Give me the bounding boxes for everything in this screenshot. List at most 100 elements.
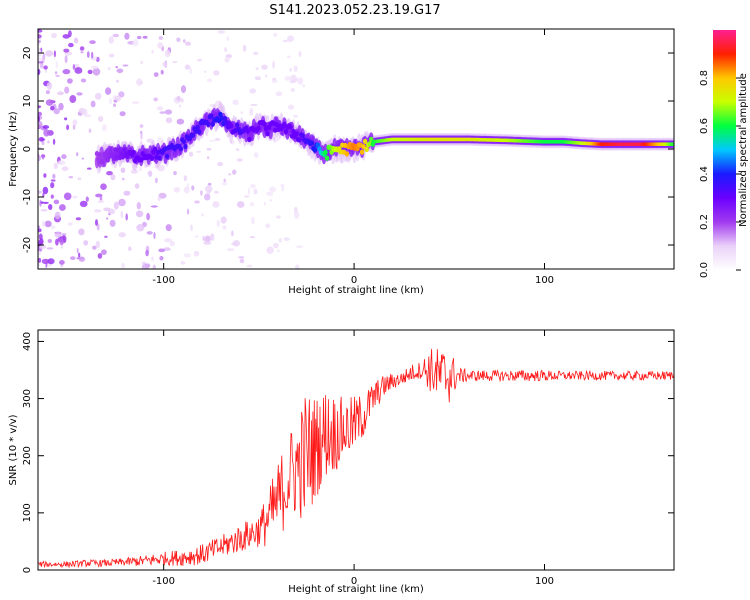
noise-blob (81, 108, 88, 116)
noise-blob (157, 42, 164, 49)
noise-blob (141, 261, 146, 264)
noise-blob (91, 65, 99, 70)
noise-blob (47, 239, 52, 243)
noise-blob (67, 222, 73, 226)
x-tick-label: -100 (152, 576, 175, 587)
noise-blob (142, 35, 148, 39)
noise-blob (78, 228, 85, 236)
ridge-cell (355, 146, 360, 152)
noise-blob (84, 114, 92, 118)
y-tick-label: 10 (22, 95, 33, 108)
noise-blob (68, 42, 74, 48)
ridge-cell (183, 143, 188, 150)
noise-blob (58, 102, 64, 111)
colorbar (713, 30, 736, 270)
noise-blob (50, 182, 55, 189)
noise-blob (266, 246, 274, 254)
noise-blob (55, 238, 59, 246)
snr-x-axis-title: Height of straight line (km) (288, 584, 424, 595)
noise-blob (42, 201, 49, 204)
noise-blob (165, 224, 172, 232)
noise-blob (236, 201, 245, 208)
noise-blob (249, 107, 254, 116)
noise-blob (201, 213, 204, 217)
noise-blob (261, 64, 268, 70)
noise-blob (118, 198, 126, 207)
noise-blob (271, 80, 278, 84)
noise-blob (180, 98, 184, 103)
noise-blob (226, 248, 235, 252)
noise-blob (38, 105, 42, 109)
ridge-cell (113, 147, 118, 153)
spectrogram-y-ticks: -20 -10 0 10 20 (22, 47, 674, 253)
noise-blob (57, 160, 66, 166)
noise-blob (80, 78, 87, 83)
ridge-cell (210, 121, 215, 127)
noise-blob (38, 34, 42, 39)
noise-blob (59, 260, 65, 265)
noise-blob (38, 120, 43, 129)
ridge-cell (288, 124, 293, 130)
snr-x-ticks: -100 0 100 (152, 330, 554, 587)
noise-blob (151, 49, 154, 54)
noise-blob (224, 57, 230, 63)
noise-blob (63, 192, 72, 201)
noise-blob (156, 106, 164, 111)
x-tick-label: 100 (535, 576, 554, 587)
y-tick-label: 200 (22, 446, 33, 465)
noise-blob (88, 128, 92, 133)
noise-blob (207, 156, 210, 160)
noise-blob (191, 185, 195, 191)
ridge-cell (140, 151, 145, 157)
noise-blob (289, 80, 297, 84)
noise-blob (41, 221, 46, 227)
noise-blob (302, 84, 306, 88)
noise-blob (62, 69, 71, 75)
noise-blob (112, 33, 120, 38)
noise-blob (140, 132, 143, 140)
ridge-cell (104, 150, 109, 157)
noise-blob (249, 88, 256, 94)
noise-blob (100, 183, 107, 190)
noise-blob (38, 57, 42, 62)
noise-blob (242, 44, 247, 52)
noise-blob (148, 170, 153, 177)
noise-blob (95, 240, 101, 249)
ridge-cell (228, 123, 234, 129)
noise-blob (269, 186, 277, 193)
noise-blob (208, 139, 216, 142)
noise-blob (38, 190, 42, 194)
noise-blob (128, 246, 132, 252)
noise-blob (45, 90, 51, 95)
ridge-cell (300, 132, 305, 139)
ridge-cell (195, 124, 200, 131)
noise-blob (225, 54, 232, 59)
noise-blob (265, 223, 271, 229)
noise-blob (135, 210, 144, 218)
noise-blob (139, 81, 144, 84)
noise-blob (248, 187, 251, 196)
noise-blob (38, 142, 41, 146)
noise-blob (51, 32, 57, 39)
x-tick-label: 0 (351, 576, 357, 587)
noise-blob (53, 162, 58, 170)
noise-blob (120, 167, 126, 173)
noise-blob (47, 140, 50, 144)
noise-blob (283, 237, 290, 242)
noise-blob (41, 258, 50, 264)
noise-blob (92, 245, 97, 250)
noise-blob (53, 108, 60, 115)
ridge-cell (222, 115, 228, 122)
noise-blob (197, 58, 202, 62)
noise-blob (246, 264, 253, 268)
noise-blob (38, 40, 41, 43)
noise-blob (240, 111, 244, 114)
noise-blob (74, 67, 83, 74)
colorbar-ticks: 0.0 0.2 0.4 0.6 0.8 (699, 70, 741, 278)
noise-blob (50, 225, 56, 230)
noise-blob (109, 219, 116, 227)
noise-blob (46, 247, 54, 250)
noise-blob (249, 236, 256, 239)
noise-blob (183, 253, 191, 258)
noise-blob (78, 256, 86, 263)
